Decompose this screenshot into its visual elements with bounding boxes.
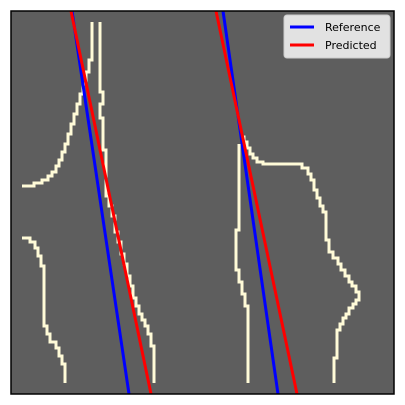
- contour-left-lower: [22, 236, 67, 383]
- plot-background: [11, 11, 394, 394]
- predicted-line-left: [69, 10, 153, 395]
- contour-right-inner: [234, 144, 250, 383]
- legend: Reference Predicted: [283, 14, 391, 59]
- legend-label-predicted: Predicted: [325, 39, 377, 52]
- predicted-line-right: [214, 10, 299, 395]
- reference-line-left: [70, 10, 131, 395]
- predicted-series: [69, 10, 299, 395]
- contour-right-outer: [241, 135, 361, 383]
- plot-frame: [10, 10, 395, 395]
- legend-label-reference: Reference: [325, 21, 381, 34]
- reference-line-right: [221, 10, 280, 395]
- reference-series: [70, 10, 280, 395]
